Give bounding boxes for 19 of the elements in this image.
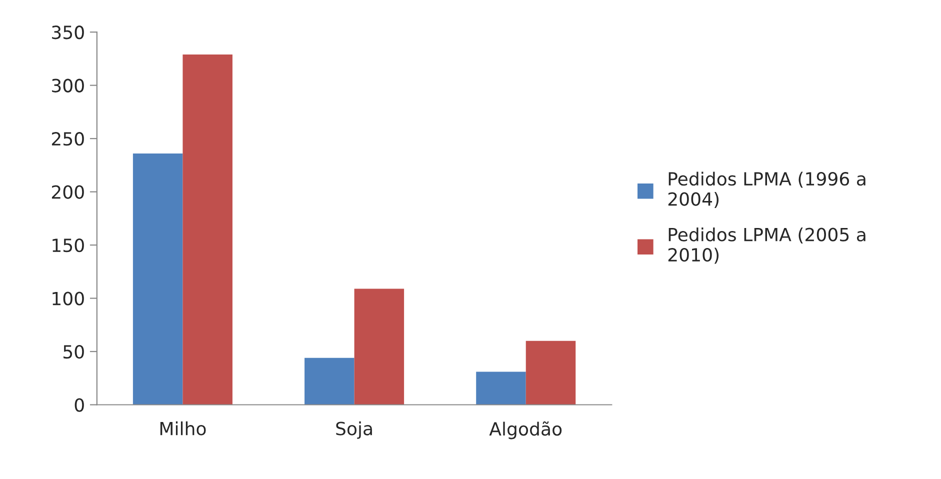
y-tick-label: 150 <box>52 238 84 252</box>
y-tick-label: 350 <box>52 26 84 40</box>
legend-label: Pedidos LPMA (2005 a 2010) <box>668 227 866 264</box>
y-tick-label: 250 <box>52 132 84 146</box>
bar <box>526 340 576 405</box>
y-tick-label: 0 <box>74 398 84 412</box>
y-tick-label: 50 <box>64 344 84 359</box>
x-tick-label: Milho <box>160 421 206 436</box>
legend-label: Pedidos LPMA (1996 a 2004) <box>668 172 866 208</box>
bar <box>304 358 354 405</box>
bar <box>476 372 526 405</box>
x-tick-label: Soja <box>336 421 372 439</box>
bar <box>132 153 183 405</box>
x-tick-label: Algodão <box>489 421 562 440</box>
y-tick-label: 300 <box>52 78 84 92</box>
bar <box>354 288 404 405</box>
bar <box>182 54 232 405</box>
y-tick-label: 200 <box>52 185 84 199</box>
y-tick-label: 100 <box>52 292 84 306</box>
